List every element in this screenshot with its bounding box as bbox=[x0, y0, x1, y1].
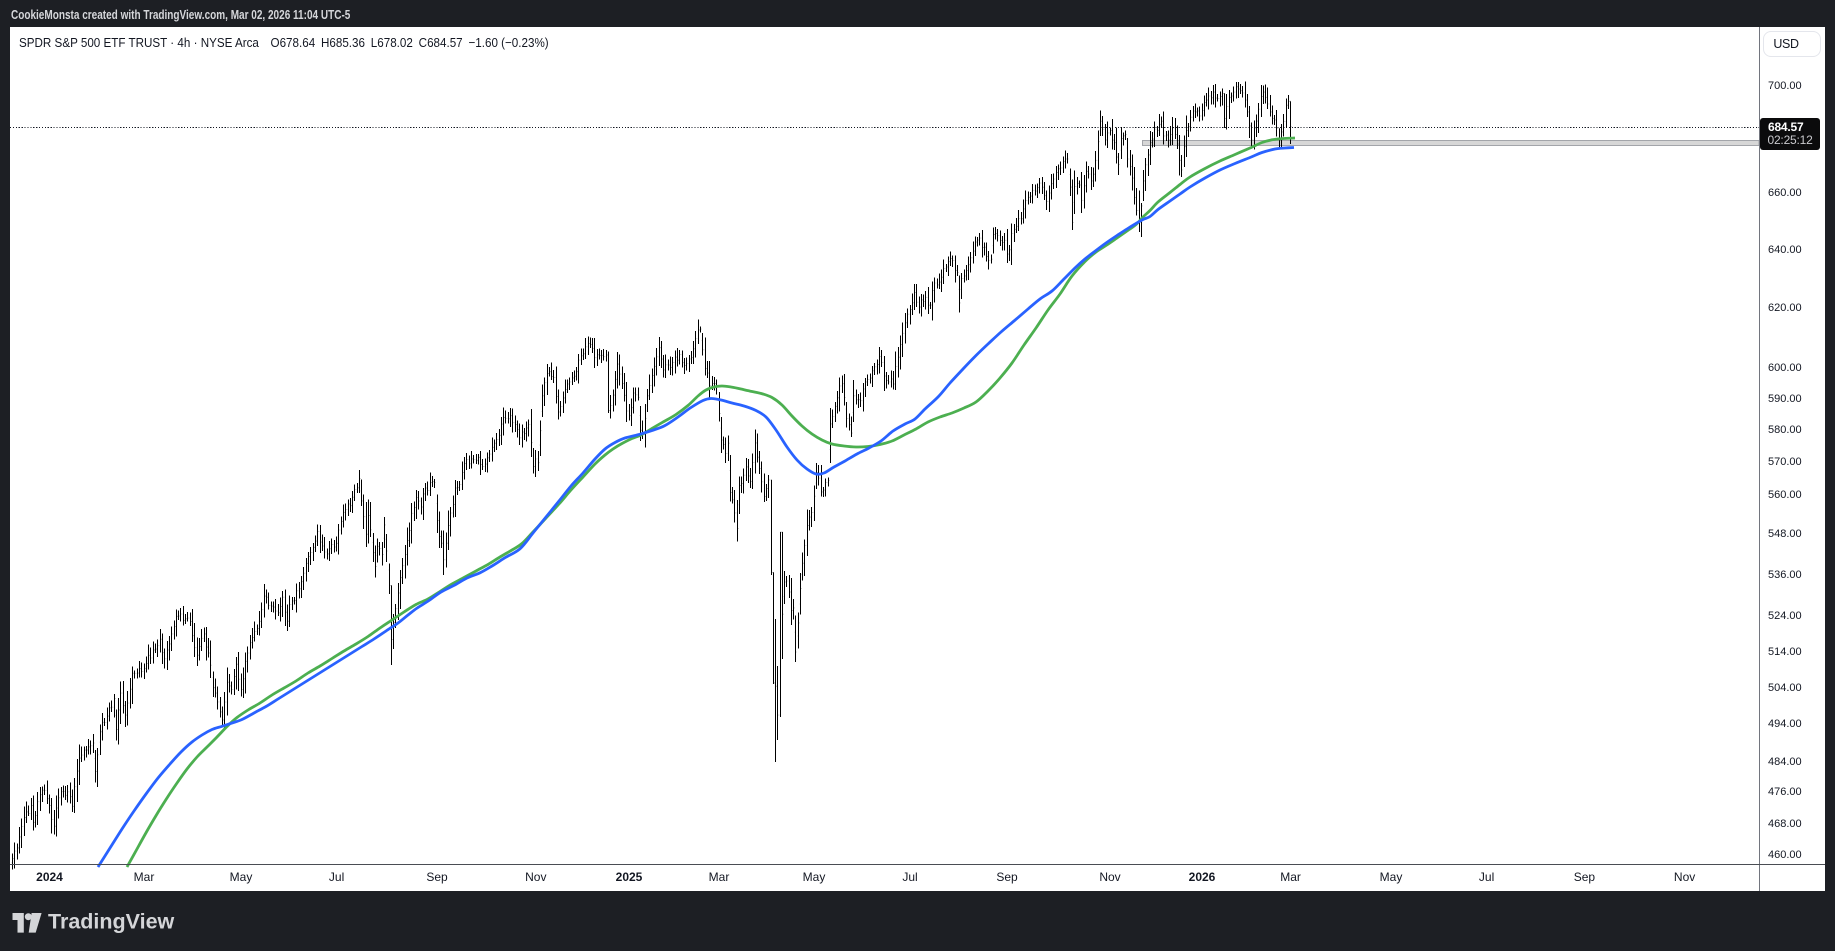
svg-text:TradingView: TradingView bbox=[48, 910, 175, 934]
